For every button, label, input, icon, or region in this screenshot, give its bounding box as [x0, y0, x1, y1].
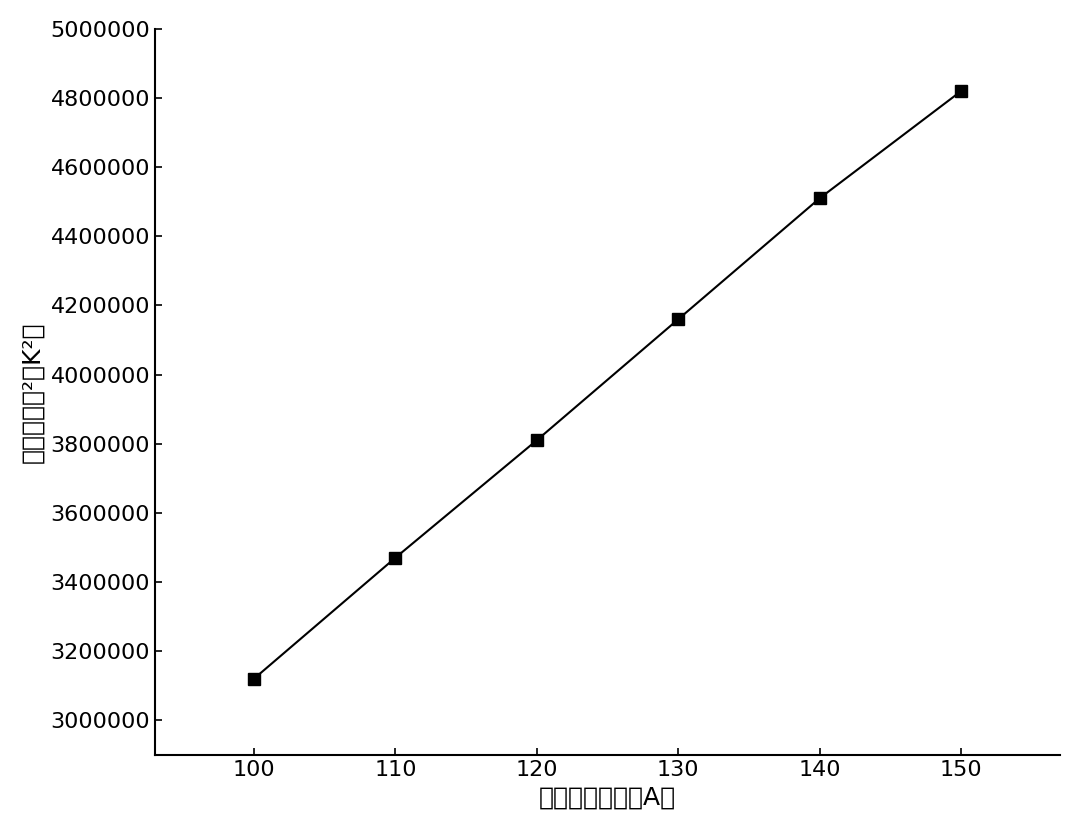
- X-axis label: 电源输出电流（A）: 电源输出电流（A）: [539, 785, 676, 809]
- Y-axis label: 热力学温度²（K²）: 热力学温度²（K²）: [21, 321, 44, 462]
